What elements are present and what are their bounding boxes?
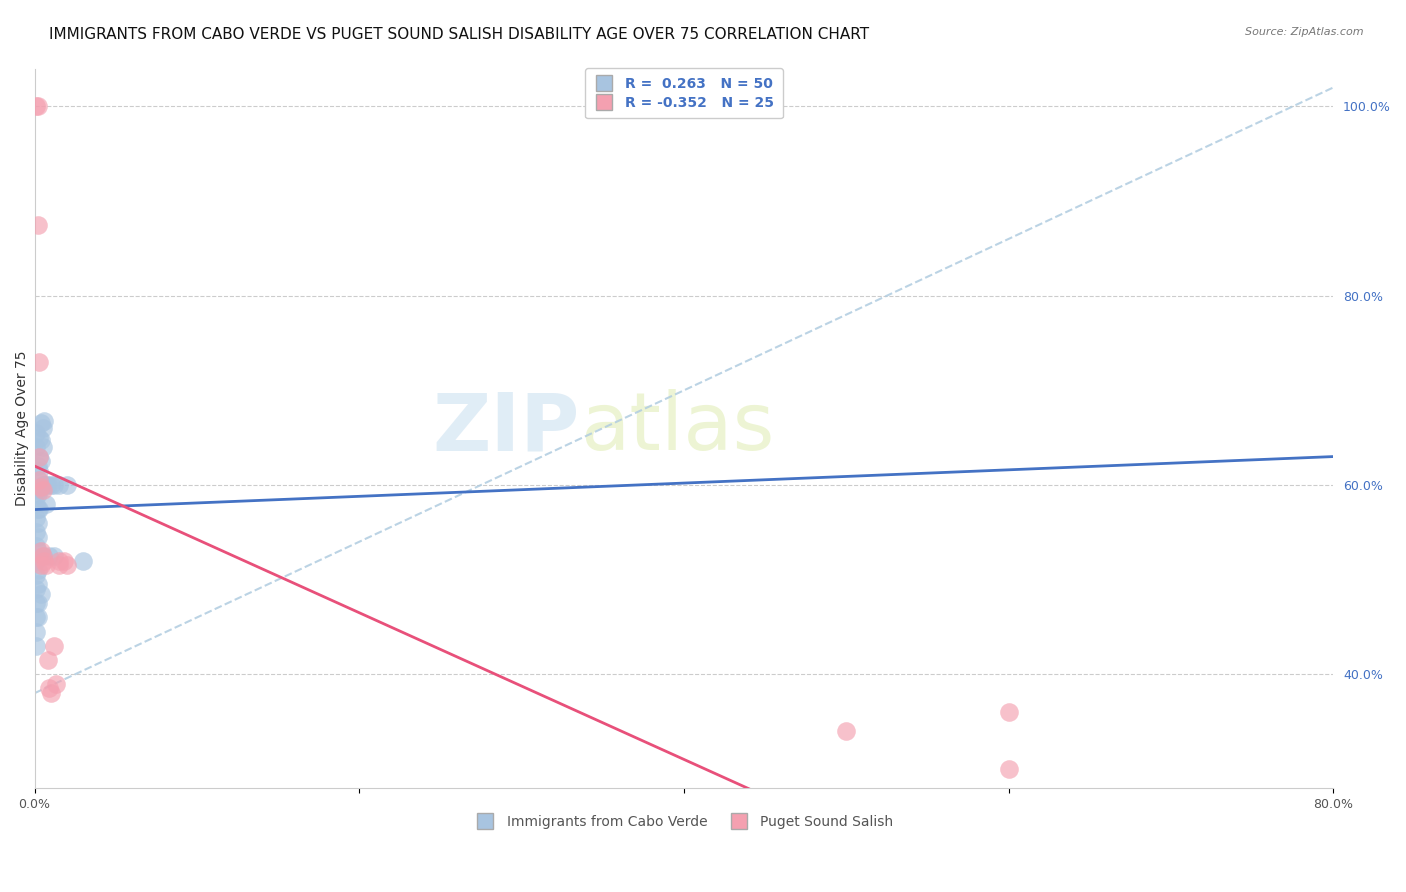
Point bbox=[31, 549, 53, 563]
Legend: Immigrants from Cabo Verde, Puget Sound Salish: Immigrants from Cabo Verde, Puget Sound … bbox=[470, 810, 898, 835]
Point bbox=[25, 497, 48, 511]
Point bbox=[28, 450, 51, 464]
Point bbox=[28, 431, 51, 445]
Point bbox=[27, 516, 49, 530]
Point bbox=[56, 558, 79, 573]
Point bbox=[27, 596, 49, 610]
Point bbox=[27, 501, 49, 516]
Point bbox=[27, 577, 49, 591]
Point bbox=[39, 478, 62, 492]
Point bbox=[30, 558, 52, 573]
Point bbox=[25, 624, 48, 639]
Point bbox=[27, 563, 49, 577]
Point bbox=[25, 483, 48, 497]
Point bbox=[48, 478, 70, 492]
Point bbox=[25, 554, 48, 568]
Point bbox=[34, 478, 56, 492]
Point bbox=[27, 544, 49, 558]
Point bbox=[28, 483, 51, 497]
Point bbox=[35, 478, 58, 492]
Point bbox=[30, 544, 52, 558]
Point bbox=[30, 480, 52, 494]
Point bbox=[48, 558, 70, 573]
Point bbox=[28, 450, 51, 464]
Point bbox=[48, 554, 70, 568]
Point bbox=[34, 414, 56, 428]
Point bbox=[997, 762, 1019, 776]
Point bbox=[25, 440, 48, 454]
Point bbox=[45, 677, 67, 691]
Point bbox=[42, 478, 65, 492]
Point bbox=[35, 497, 58, 511]
Point bbox=[30, 454, 52, 468]
Point bbox=[37, 478, 59, 492]
Text: Source: ZipAtlas.com: Source: ZipAtlas.com bbox=[1246, 27, 1364, 37]
Point bbox=[25, 596, 48, 610]
Point bbox=[30, 433, 52, 447]
Point bbox=[38, 681, 60, 696]
Point bbox=[31, 440, 53, 454]
Point bbox=[25, 511, 48, 525]
Point bbox=[27, 610, 49, 624]
Point bbox=[38, 549, 60, 563]
Point bbox=[25, 639, 48, 653]
Point bbox=[35, 558, 58, 573]
Point bbox=[27, 218, 49, 232]
Point bbox=[997, 705, 1019, 719]
Point bbox=[42, 639, 65, 653]
Point bbox=[25, 99, 48, 113]
Point bbox=[52, 554, 75, 568]
Point bbox=[27, 487, 49, 501]
Point bbox=[30, 417, 52, 431]
Point bbox=[28, 464, 51, 478]
Text: IMMIGRANTS FROM CABO VERDE VS PUGET SOUND SALISH DISABILITY AGE OVER 75 CORRELAT: IMMIGRANTS FROM CABO VERDE VS PUGET SOUN… bbox=[49, 27, 869, 42]
Point bbox=[31, 549, 53, 563]
Text: atlas: atlas bbox=[581, 389, 775, 467]
Point bbox=[37, 653, 59, 667]
Point bbox=[28, 501, 51, 516]
Point bbox=[28, 473, 51, 487]
Point bbox=[30, 587, 52, 601]
Point bbox=[34, 554, 56, 568]
Point bbox=[31, 421, 53, 435]
Point bbox=[25, 525, 48, 540]
Point bbox=[835, 724, 858, 739]
Point bbox=[39, 686, 62, 700]
Point bbox=[27, 530, 49, 544]
Point bbox=[31, 483, 53, 497]
Point bbox=[56, 478, 79, 492]
Point bbox=[25, 610, 48, 624]
Point bbox=[25, 425, 48, 440]
Point bbox=[25, 582, 48, 596]
Text: ZIP: ZIP bbox=[433, 389, 581, 467]
Point bbox=[27, 99, 49, 113]
Point bbox=[25, 567, 48, 582]
Point bbox=[27, 473, 49, 487]
Point bbox=[42, 549, 65, 563]
Point bbox=[28, 355, 51, 369]
Point bbox=[31, 478, 53, 492]
Point bbox=[27, 458, 49, 473]
Y-axis label: Disability Age Over 75: Disability Age Over 75 bbox=[15, 351, 30, 506]
Point bbox=[72, 554, 94, 568]
Point bbox=[25, 540, 48, 554]
